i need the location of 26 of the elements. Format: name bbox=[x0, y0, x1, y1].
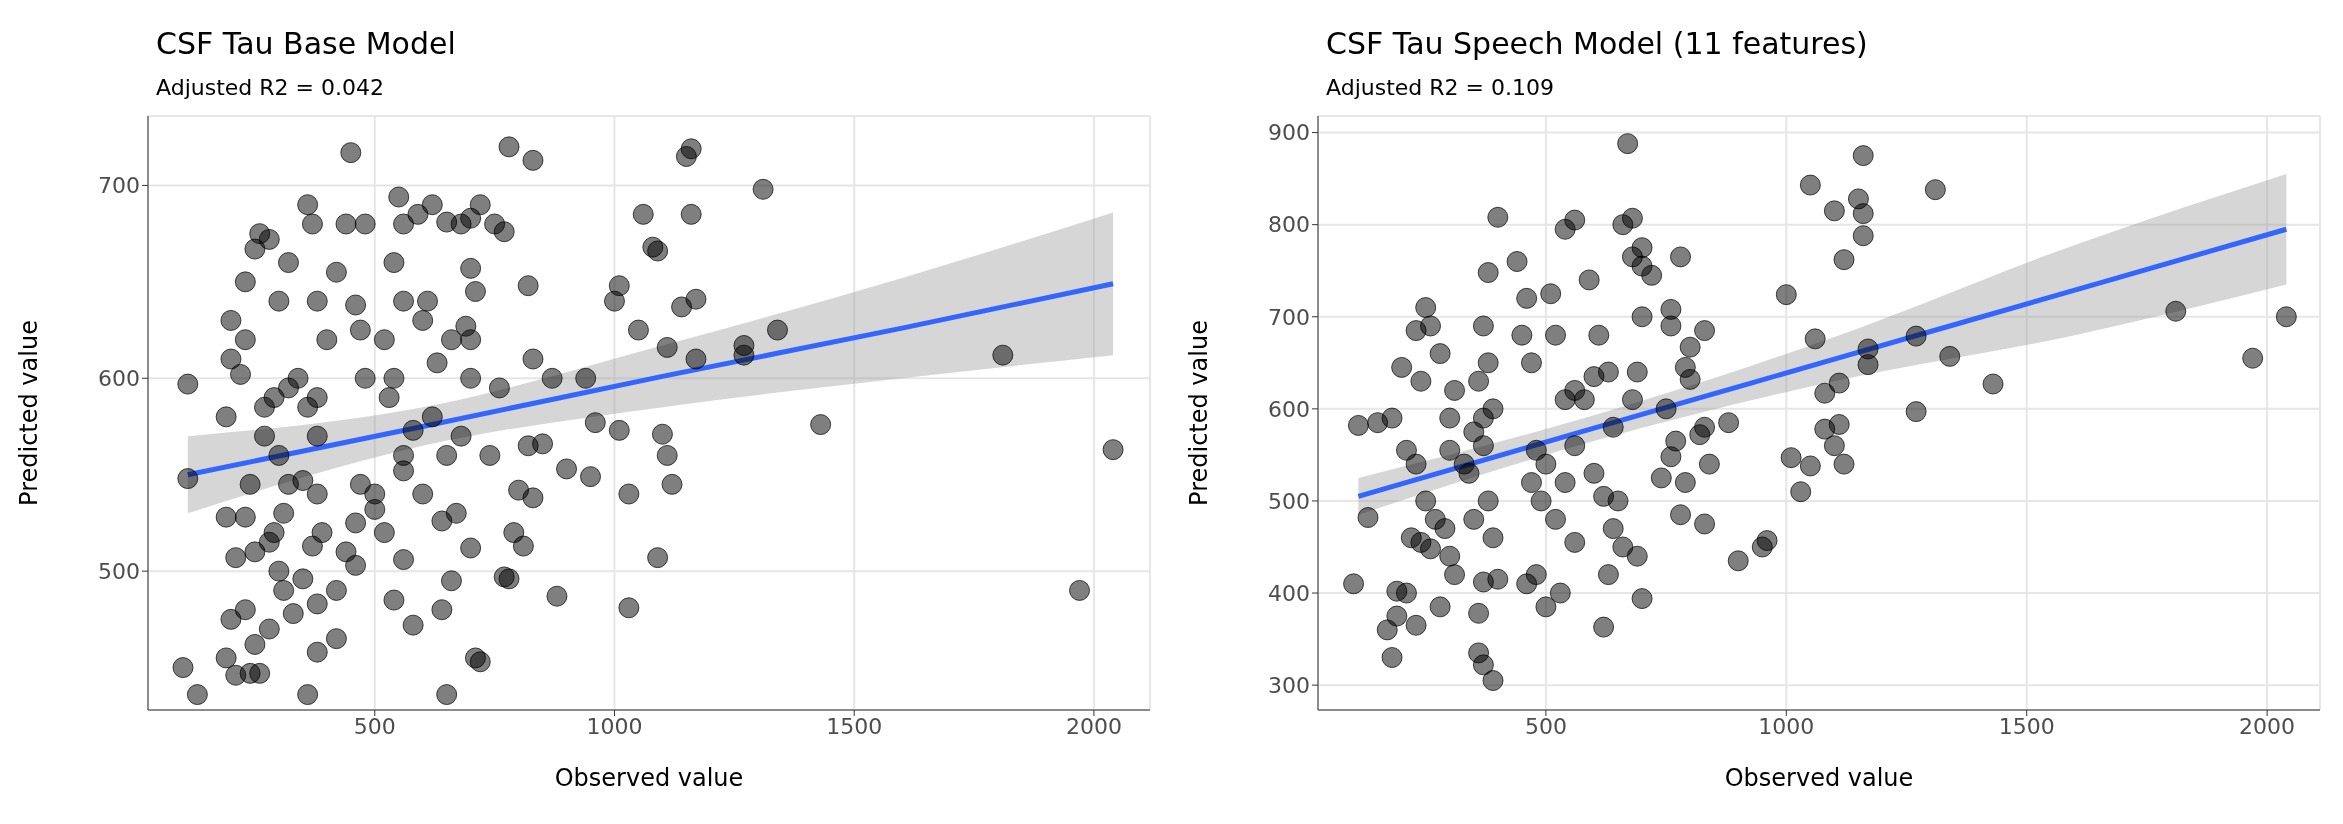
x-tick-label: 1000 bbox=[1758, 713, 1815, 739]
y-tick-label: 500 bbox=[98, 558, 140, 584]
x-tick-label: 500 bbox=[1524, 713, 1567, 739]
y-tick-label: 900 bbox=[1268, 120, 1310, 146]
x-tick-label: 1500 bbox=[1998, 713, 2055, 739]
chart-subtitle: Adjusted R2 = 0.042 bbox=[156, 75, 385, 100]
x-tick-label: 2000 bbox=[1065, 713, 1122, 739]
chart-subtitle: Adjusted R2 = 0.109 bbox=[1326, 75, 1555, 100]
y-tick-label: 800 bbox=[1268, 212, 1310, 238]
chart-title: CSF Tau Base Model bbox=[156, 26, 457, 61]
y-tick-label: 600 bbox=[98, 366, 140, 392]
y-tick-label: 400 bbox=[1268, 580, 1310, 606]
x-tick-label: 500 bbox=[353, 713, 396, 739]
y-tick-label: 300 bbox=[1268, 672, 1310, 698]
x-axis-title: Observed value bbox=[1724, 764, 1914, 792]
x-tick-label: 1500 bbox=[826, 713, 883, 739]
y-tick-label: 700 bbox=[98, 173, 140, 199]
y-tick-label: 600 bbox=[1268, 396, 1310, 422]
x-tick-label: 2000 bbox=[2239, 713, 2296, 739]
x-axis-title: Observed value bbox=[554, 764, 744, 792]
x-tick-label: 1000 bbox=[586, 713, 643, 739]
y-axis-title: Predicted value bbox=[14, 320, 43, 506]
y-tick-label: 500 bbox=[1268, 488, 1310, 514]
y-tick-label: 700 bbox=[1268, 304, 1310, 330]
y-axis-title: Predicted value bbox=[1184, 320, 1213, 506]
chart-title: CSF Tau Speech Model (11 features) bbox=[1326, 26, 1869, 61]
